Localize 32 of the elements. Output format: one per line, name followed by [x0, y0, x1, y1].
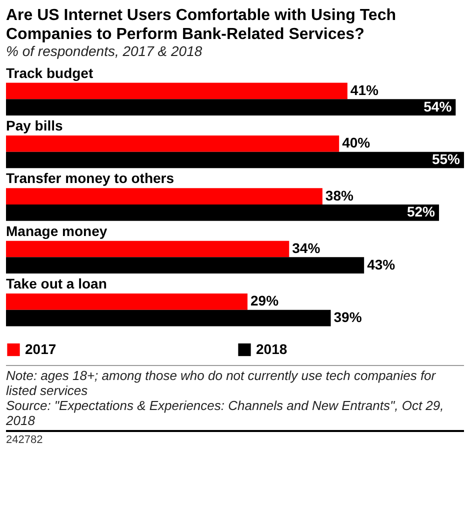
y-tick-label: Take out a loan — [6, 276, 107, 292]
bar — [6, 204, 440, 221]
data-label: 34% — [292, 240, 321, 256]
bar — [6, 257, 364, 274]
data-label: 29% — [250, 292, 280, 309]
data-label: 38% — [325, 187, 354, 204]
text: Note: ages 18+; among those who do not currently use tech companies for listed services — [6, 368, 437, 398]
chart-title: Are US Internet Users Comfortable with Using Tech Companies to Perform Bank-Related Services? — [6, 6, 396, 43]
bar — [6, 310, 331, 326]
y-tick-label: Manage money — [6, 222, 108, 239]
y-tick-label: Track budget — [6, 64, 94, 81]
bar — [6, 240, 290, 258]
text: 242782 — [6, 434, 44, 446]
bar — [6, 152, 464, 168]
legend-label: 2018 — [256, 340, 288, 357]
bar — [6, 99, 456, 116]
bar — [6, 188, 322, 204]
data-label: 54% — [424, 98, 452, 114]
bar — [6, 135, 340, 152]
data-label: 40% — [342, 134, 371, 151]
data-label: 41% — [350, 82, 379, 98]
y-tick-label: Pay bills — [6, 117, 64, 134]
bar — [6, 82, 348, 100]
bar — [6, 294, 248, 310]
data-label: 52% — [406, 204, 436, 220]
data-label: 55% — [432, 150, 461, 167]
source-note: Source: "Expectations & Experiences: Channels and New Entrants", Oct 29, 2018 — [6, 398, 445, 428]
data-label: 43% — [367, 256, 396, 272]
data-label: 39% — [334, 309, 362, 326]
y-tick-label: Transfer money to others — [6, 170, 174, 186]
chart-subtitle: % of respondents, 2017 & 2018 — [6, 42, 202, 59]
legend-label: 2017 — [25, 340, 56, 357]
